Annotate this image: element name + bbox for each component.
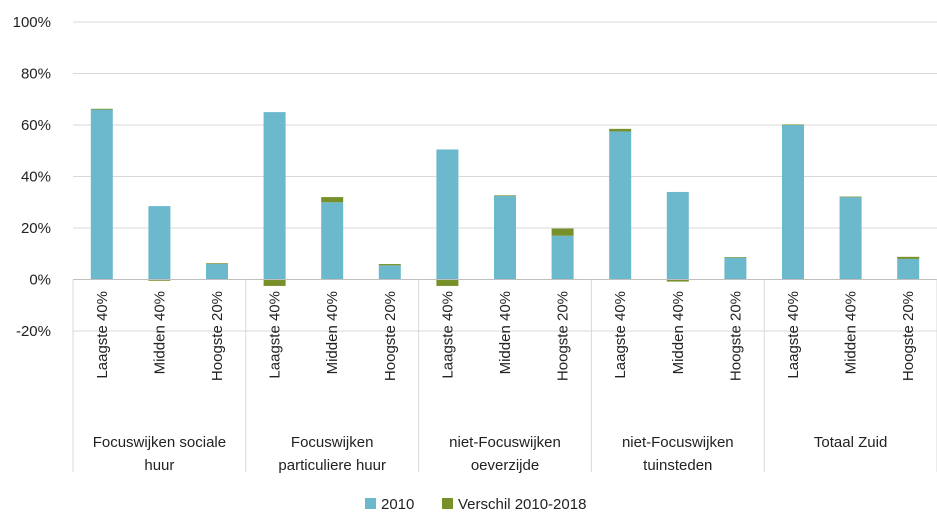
category-label: Hoogste 20% (209, 291, 226, 381)
bar-2010 (148, 206, 171, 280)
group-label: niet-Focuswijken (622, 434, 734, 451)
group-label: particuliere huur (278, 457, 386, 474)
bar-2010 (666, 191, 689, 280)
bar-verschil (897, 256, 920, 259)
group-label: huur (144, 457, 174, 474)
bar-verschil (666, 279, 689, 282)
bar-verschil (321, 197, 344, 203)
legend-swatch (442, 498, 453, 509)
legend: 2010 Verschil 2010-2018 (365, 496, 586, 513)
bar-2010 (724, 257, 747, 280)
bar-2010 (378, 265, 401, 280)
bar-verschil (609, 128, 632, 132)
bar-2010 (321, 202, 344, 280)
category-label: Midden 40% (151, 291, 168, 374)
group-label: niet-Focuswijken (449, 434, 561, 451)
y-tick-label: 60% (21, 117, 51, 134)
group-label: oeverzijde (471, 457, 539, 474)
category-label: Midden 40% (670, 291, 687, 374)
y-tick-label: 100% (13, 14, 51, 31)
bar-verschil (436, 279, 459, 286)
group-label: Focuswijken (291, 434, 374, 451)
category-label: Midden 40% (497, 291, 514, 374)
category-label: Laagste 40% (612, 291, 629, 379)
category-label: Hoogste 20% (900, 291, 917, 381)
group-label: tuinsteden (643, 457, 712, 474)
bar-verschil (551, 228, 574, 236)
bar-2010 (551, 235, 574, 280)
bar-2010 (609, 131, 632, 280)
bars (90, 108, 920, 286)
legend-swatch (365, 498, 376, 509)
category-label: Laagste 40% (267, 291, 284, 379)
bar-2010 (206, 264, 228, 280)
bar-verschil (839, 196, 862, 198)
bar-2010 (263, 112, 286, 280)
y-tick-label: 20% (21, 220, 51, 237)
legend-label: 2010 (381, 496, 414, 513)
group-label: Totaal Zuid (814, 434, 887, 451)
y-tick-label: 80% (21, 66, 51, 83)
bar-verschil (378, 264, 401, 266)
bar-verschil (782, 124, 804, 126)
y-tick-label: 40% (21, 169, 51, 186)
bar-verschil (494, 195, 516, 196)
category-label: Laagste 40% (439, 291, 456, 379)
bar-verschil (724, 257, 747, 258)
category-label: Hoogste 20% (727, 291, 744, 381)
category-axis: Laagste 40% Midden 40% Hoogste 20% Laagste … (72, 279, 937, 474)
y-tick-label: 0% (29, 272, 51, 289)
category-label: Laagste 40% (94, 291, 111, 379)
category-label: Hoogste 20% (555, 291, 572, 381)
bar-2010 (897, 258, 920, 280)
bar-2010 (839, 197, 862, 280)
category-label: Midden 40% (324, 291, 341, 374)
gridlines (73, 21, 937, 332)
bar-verschil (263, 279, 286, 286)
category-label: Laagste 40% (785, 291, 802, 379)
bar-2010 (436, 149, 459, 280)
bar-2010 (494, 195, 516, 280)
y-tick-label: -20% (16, 323, 51, 340)
category-label: Hoogste 20% (382, 291, 399, 381)
legend-label: Verschil 2010-2018 (458, 496, 586, 513)
bar-verschil (90, 108, 113, 110)
y-axis-ticks: 100% 80% 60% 40% 20% 0% -20% (13, 14, 51, 340)
bar-2010 (90, 109, 113, 280)
bar-verschil (206, 263, 228, 265)
group-label: Focuswijken sociale (93, 434, 226, 451)
bar-2010 (782, 125, 804, 280)
category-label: Midden 40% (843, 291, 860, 374)
bar-verschil (148, 279, 171, 281)
